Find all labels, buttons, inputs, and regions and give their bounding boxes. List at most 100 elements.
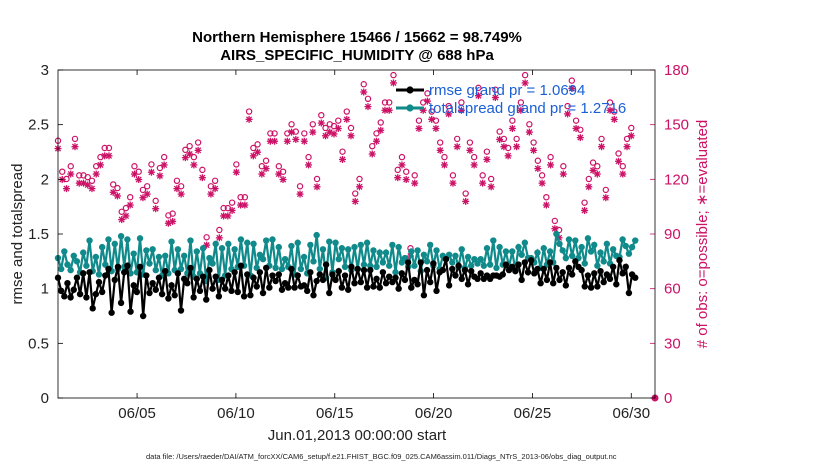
obs-evaluated-point: [368, 150, 376, 158]
totalspread-point: [259, 255, 267, 263]
obs-evaluated-point: [585, 183, 593, 191]
obs-evaluated-point: [203, 241, 211, 249]
totalspread-point: [562, 254, 570, 262]
obs-evaluated-point: [143, 190, 151, 198]
series-layer: [54, 71, 639, 320]
obs-evaluated-point: [364, 103, 372, 111]
rmse-point: [278, 286, 286, 293]
plot-frame: [57, 69, 656, 399]
totalspread-point: [553, 230, 560, 238]
rmse-point: [376, 284, 383, 291]
obs-evaluated-point: [521, 79, 529, 87]
obs-evaluated-point: [305, 161, 313, 169]
obs-possible-point: [445, 102, 452, 110]
obs-possible-point: [564, 102, 571, 110]
x-tick-label: 06/20: [415, 405, 453, 422]
rmse-point: [445, 282, 453, 289]
obs-possible-point: [475, 84, 482, 92]
totalspread-point: [155, 253, 163, 261]
rmse-point: [199, 273, 207, 280]
rmse-point: [401, 276, 409, 284]
totalspread-point: [423, 258, 431, 265]
y-tick-label: 1: [41, 281, 49, 298]
totalspread-point: [370, 247, 377, 254]
obs-evaluated-point: [610, 115, 618, 123]
totalspread-point: [275, 243, 282, 251]
obs-evaluated-point: [496, 135, 504, 143]
obs-possible-point: [466, 139, 474, 146]
obs-possible-point: [156, 164, 164, 172]
obs-possible-point: [245, 108, 253, 115]
rmse-point: [266, 284, 273, 291]
rmse-point: [67, 294, 74, 301]
obs-possible-point: [148, 161, 155, 168]
totalspread-point: [297, 265, 305, 273]
rmse-point: [619, 270, 626, 277]
obs-evaluated-point: [194, 146, 202, 154]
totalspread-point: [130, 250, 137, 257]
rmse-point: [404, 259, 412, 266]
obs-evaluated-point: [619, 170, 627, 178]
rmse-point: [568, 271, 576, 278]
obs-possible-point: [305, 153, 312, 161]
totalspread-point: [193, 248, 200, 255]
obs-evaluated-point: [292, 135, 300, 143]
obs-evaluated-point: [135, 176, 143, 184]
rmse-point: [556, 276, 563, 284]
obs-evaluated-point: [288, 128, 296, 136]
chart-subtitle: AIRS_SPECIFIC_HUMIDITY @ 688 hPa: [220, 47, 494, 64]
obs-evaluated-point: [313, 183, 321, 191]
rmse-point: [294, 272, 301, 279]
rmse-point: [203, 296, 210, 303]
rmse-point: [162, 267, 169, 275]
obs-possible-point: [301, 130, 308, 137]
obs-possible-point: [250, 144, 257, 152]
obs-possible-point: [458, 99, 465, 106]
totalspread-point: [433, 247, 440, 254]
totalspread-point: [546, 248, 554, 255]
rmse-point: [174, 270, 182, 277]
y-tick-label: 2: [41, 171, 49, 188]
rmse-point: [597, 267, 604, 275]
obs-evaluated-point: [513, 143, 521, 151]
obs-evaluated-point: [487, 183, 495, 191]
axes-layer: 06/05 06/10 06/15 06/20 06/25 06/30 0 0.5 1 1.5 2 2…: [28, 62, 689, 422]
obs-possible-point: [84, 173, 91, 181]
rmse-point: [449, 265, 456, 273]
x-tick-label: 06/05: [118, 405, 156, 422]
obs-evaluated-point: [627, 132, 635, 140]
obs-evaluated-point: [241, 201, 249, 209]
obs-possible-point: [377, 119, 384, 126]
obs-evaluated-point: [271, 137, 279, 145]
totalspread-point: [225, 240, 232, 248]
totalspread-point: [486, 261, 494, 268]
rmse-point: [591, 270, 598, 277]
rmse-point: [215, 293, 223, 300]
obs-evaluated-point: [258, 170, 266, 178]
obs-evaluated-point: [547, 161, 555, 169]
obs-possible-point: [424, 90, 431, 97]
obs-evaluated-point: [96, 161, 104, 169]
totalspread-point: [105, 236, 112, 243]
rmse-point: [534, 265, 541, 273]
totalspread-point: [332, 239, 339, 246]
rmse-point: [165, 295, 172, 302]
obs-evaluated-point: [334, 124, 342, 132]
totalspread-point: [534, 249, 541, 256]
rmse-point: [149, 280, 156, 287]
chart-title: Northern Hemisphere 15466 / 15662 = 98.7…: [192, 29, 522, 46]
obs-possible-point: [364, 95, 372, 103]
obs-evaluated-point: [126, 201, 134, 209]
rmse-point: [237, 262, 245, 269]
rmse-point: [146, 289, 153, 297]
rmse-point: [338, 284, 346, 291]
totalspread-point: [209, 260, 216, 267]
obs-possible-point: [169, 210, 176, 217]
rmse-point: [136, 263, 144, 270]
y-right-tick-label: 60: [664, 281, 681, 298]
totalspread-point: [218, 245, 226, 252]
obs-evaluated-point: [483, 155, 491, 163]
obs-evaluated-point: [551, 225, 559, 233]
totalspread-point: [57, 265, 65, 273]
rmse-point: [275, 271, 282, 278]
